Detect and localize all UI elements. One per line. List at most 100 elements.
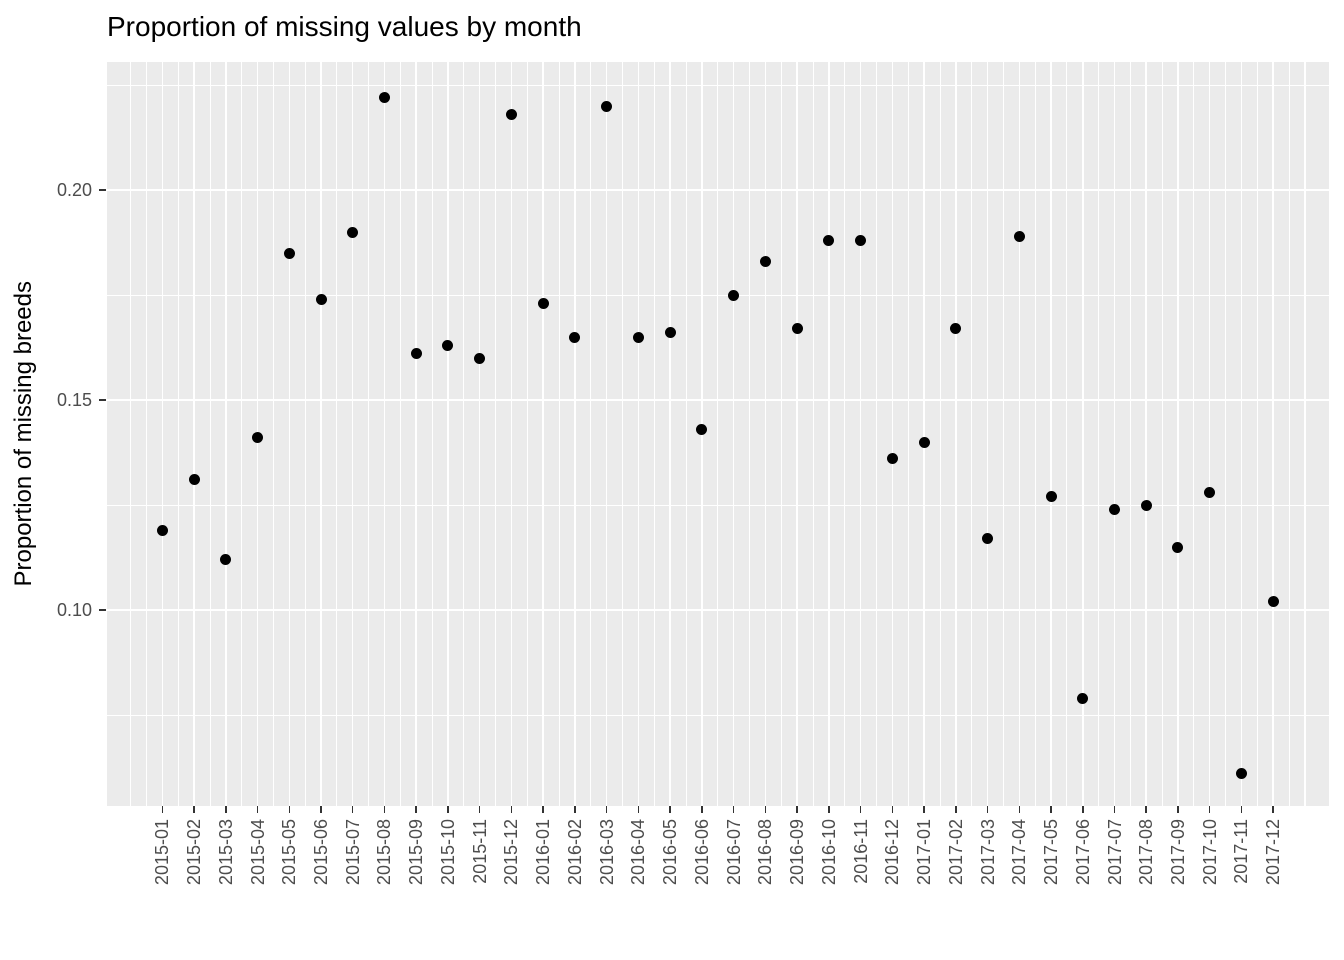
data-point: [1204, 486, 1216, 498]
gridline-major: [955, 62, 957, 806]
x-tick-mark: [1240, 806, 1243, 813]
gridline-major: [129, 62, 132, 806]
gridline-major: [1145, 62, 1147, 806]
gridline-minor: [177, 62, 179, 806]
x-tick-label-text: 2016-04: [628, 819, 649, 886]
x-tick-mark: [1208, 806, 1211, 813]
x-tick-mark: [193, 806, 195, 813]
y-tick-mark: [99, 189, 106, 191]
data-point: [188, 474, 200, 486]
y-axis-title: Proportion of missing breeds: [8, 62, 40, 806]
gridline-major: [107, 609, 1329, 611]
x-tick-label: 2017-12: [1262, 819, 1284, 914]
x-tick-label-text: 2016-09: [787, 819, 808, 886]
x-tick-mark: [288, 806, 290, 813]
gridline-minor: [241, 62, 243, 806]
x-tick-mark: [891, 806, 894, 813]
gridline-major: [1304, 62, 1306, 806]
data-point: [156, 524, 168, 536]
x-tick-label-text: 2015-05: [279, 819, 300, 886]
gridline-minor: [939, 62, 941, 806]
data-point: [759, 255, 771, 267]
x-tick-label-text: 2016-11: [850, 819, 871, 884]
gridline-minor: [368, 62, 369, 806]
x-tick-mark: [1113, 806, 1116, 813]
x-tick-label-text: 2015-02: [184, 819, 205, 886]
gridline-major: [107, 189, 1329, 191]
gridline-minor: [717, 62, 719, 806]
gridline-minor: [685, 62, 687, 806]
x-tick-mark: [478, 806, 481, 813]
gridline-minor: [907, 62, 909, 806]
gridline-major: [732, 62, 735, 806]
gridline-major: [447, 62, 449, 806]
data-point: [664, 327, 676, 339]
gridline-major: [107, 399, 1329, 401]
data-point: [982, 533, 994, 545]
gridline-major: [1240, 62, 1243, 806]
x-tick-label-text: 2015-11: [469, 819, 490, 884]
y-tick-label: 0.15: [56, 390, 92, 410]
gridline-major: [828, 62, 830, 806]
x-tick-label: 2016-08: [754, 819, 776, 914]
x-tick-mark: [796, 806, 798, 813]
x-tick-label: 2015-07: [342, 819, 364, 914]
x-tick-mark: [1050, 806, 1052, 813]
x-tick-label: 2016-04: [627, 819, 649, 914]
gridline-minor: [463, 62, 465, 806]
x-tick-label: 2016-10: [818, 819, 840, 914]
x-tick-label: 2017-04: [1008, 819, 1030, 914]
x-tick-label-text: 2016-12: [882, 819, 903, 886]
x-tick-mark: [732, 806, 735, 813]
x-tick-label: 2015-05: [278, 819, 300, 914]
gridline-major: [542, 62, 544, 806]
x-tick-label-text: 2016-02: [564, 819, 585, 886]
y-tick-label: 0.10: [56, 600, 92, 620]
gridline-major: [605, 62, 608, 806]
gridline-major: [891, 62, 894, 806]
x-tick-label-text: 2017-02: [945, 819, 966, 886]
plot-title: Proportion of missing values by month: [107, 11, 582, 42]
x-tick-label-text: 2016-03: [596, 819, 617, 886]
gridline-minor: [304, 62, 306, 806]
x-tick-label-text: 2017-11: [1231, 819, 1252, 884]
gridline-minor: [107, 84, 1329, 86]
gridline-minor: [971, 62, 973, 806]
gridline-major: [510, 62, 513, 806]
x-tick-label-text: 2015-08: [374, 819, 395, 886]
gridline-minor: [844, 62, 846, 806]
x-tick-mark: [859, 806, 862, 813]
x-tick-mark: [1177, 806, 1179, 813]
gridline-major: [320, 62, 322, 806]
x-tick-mark: [923, 806, 925, 813]
data-point: [1045, 491, 1057, 503]
x-tick-mark: [605, 806, 608, 813]
gridline-minor: [1161, 62, 1163, 806]
data-point: [252, 432, 264, 444]
gridline-minor: [1288, 62, 1290, 806]
gridline-minor: [1225, 62, 1226, 806]
x-tick-label: 2015-06: [310, 819, 332, 914]
x-tick-label: 2016-07: [723, 819, 745, 914]
gridline-minor: [622, 62, 623, 806]
data-point: [378, 92, 390, 104]
x-tick-label-text: 2016-07: [723, 819, 744, 886]
gridline-major: [193, 62, 195, 806]
x-tick-label: 2016-02: [564, 819, 586, 914]
gridline-major: [574, 62, 576, 806]
gridline-major: [1208, 62, 1211, 806]
gridline-minor: [1129, 62, 1131, 806]
gridline-minor: [209, 62, 211, 806]
x-tick-label: 2017-02: [945, 819, 967, 914]
gridline-major: [1177, 62, 1179, 806]
data-point: [505, 108, 517, 120]
data-point: [728, 289, 740, 301]
gridline-major: [288, 62, 290, 806]
x-tick-mark: [986, 806, 989, 813]
data-point: [569, 331, 581, 343]
y-tick-label: 0.20: [56, 180, 92, 200]
data-point: [283, 247, 295, 259]
x-tick-label: 2015-11: [469, 819, 491, 914]
gridline-minor: [653, 62, 655, 806]
x-tick-mark: [1082, 806, 1084, 813]
